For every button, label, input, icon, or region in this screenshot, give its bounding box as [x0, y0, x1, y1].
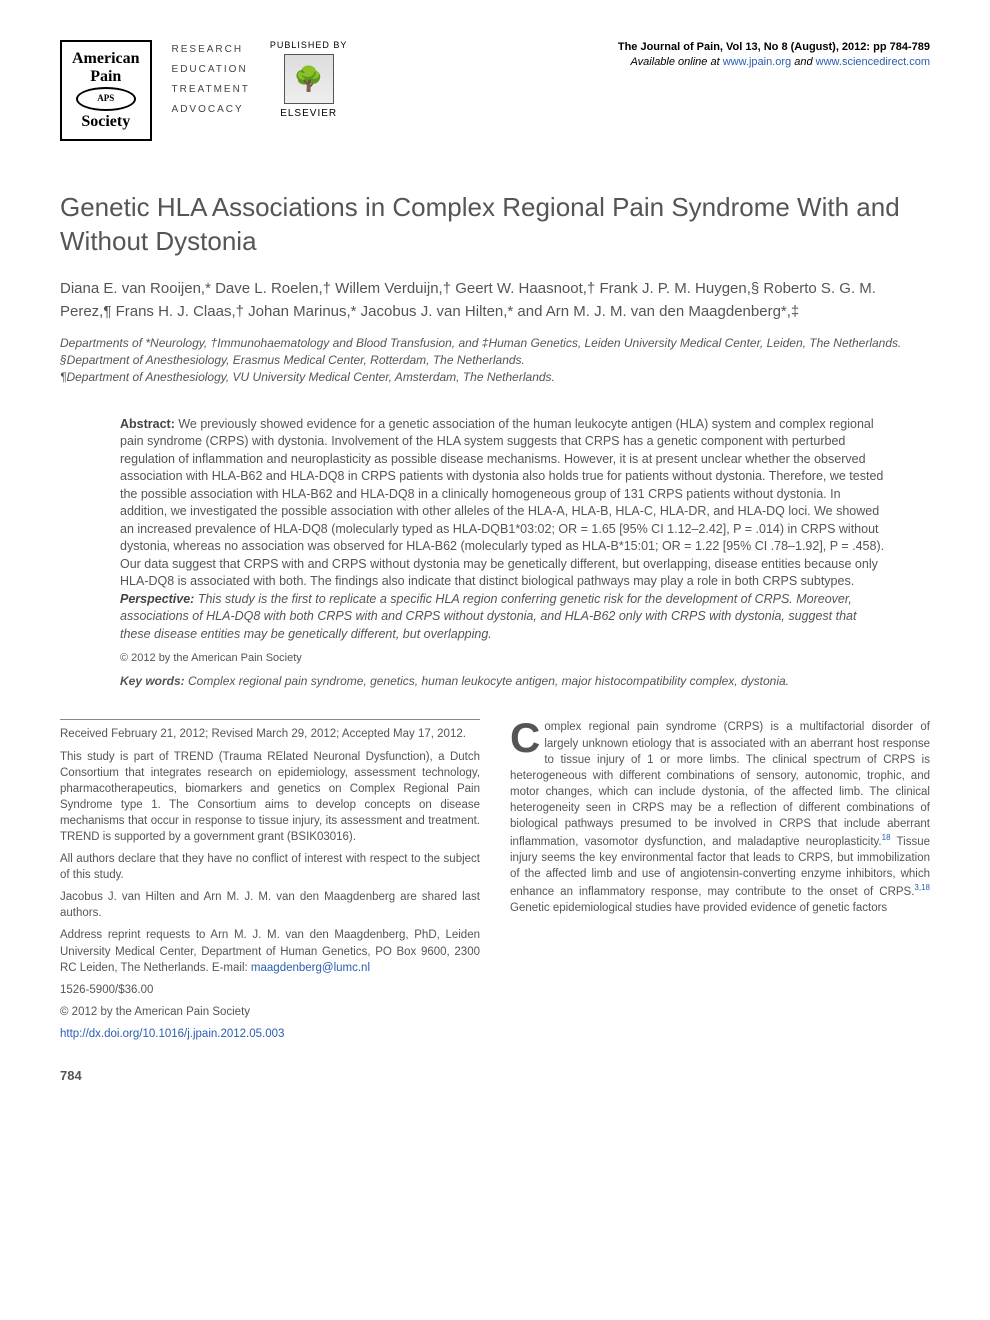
footnote-shared-authors: Jacobus J. van Hilten and Arn M. J. M. v… [60, 889, 480, 921]
intro-text-3: Genetic epidemiological studies have pro… [510, 902, 887, 914]
jpain-link[interactable]: www.jpain.org [723, 56, 791, 68]
published-by-label: PUBLISHED BY [270, 40, 348, 50]
abstract-text: We previously showed evidence for a gene… [120, 417, 884, 589]
right-column-body: Complex regional pain syndrome (CRPS) is… [510, 719, 930, 1048]
available-prefix: Available online at [631, 56, 723, 68]
reprint-email-link[interactable]: maagdenberg@lumc.nl [251, 962, 370, 974]
abstract-copyright: © 2012 by the American Pain Society [120, 651, 890, 666]
affiliation: Departments of *Neurology, †Immunohaemat… [60, 335, 930, 352]
affiliation: ¶Department of Anesthesiology, VU Univer… [60, 369, 930, 386]
footnote-doi: http://dx.doi.org/10.1016/j.jpain.2012.0… [60, 1026, 480, 1042]
footnote-copyright: © 2012 by the American Pain Society [60, 1004, 480, 1020]
citation-ref[interactable]: 18 [882, 833, 891, 842]
keywords-label: Key words: [120, 674, 188, 688]
reta-list: RESEARCH EDUCATION TREATMENT ADVOCACY [172, 40, 250, 120]
journal-reference: The Journal of Pain, Vol 13, No 8 (Augus… [618, 40, 930, 71]
affiliations: Departments of *Neurology, †Immunohaemat… [60, 335, 930, 385]
reta-item: EDUCATION [172, 60, 250, 80]
perspective-text: This study is the first to replicate a s… [120, 592, 856, 641]
article-title: Genetic HLA Associations in Complex Regi… [60, 191, 930, 259]
abstract-label: Abstract: [120, 417, 178, 431]
citation-ref[interactable]: 3,18 [914, 883, 930, 892]
journal-citation: The Journal of Pain, Vol 13, No 8 (Augus… [618, 41, 930, 53]
keywords-text: Complex regional pain syndrome, genetics… [188, 674, 789, 688]
header-left-group: American Pain APS Society RESEARCH EDUCA… [60, 40, 347, 141]
footnote-received: Received February 21, 2012; Revised Marc… [60, 726, 480, 742]
available-mid: and [794, 56, 815, 68]
affiliation: §Department of Anesthesiology, Erasmus M… [60, 352, 930, 369]
footnote-trend: This study is part of TREND (Trauma REla… [60, 749, 480, 846]
reta-item: RESEARCH [172, 40, 250, 60]
logo-line-1: American [72, 50, 140, 68]
abstract-para: Abstract: We previously showed evidence … [120, 416, 890, 591]
doi-link[interactable]: http://dx.doi.org/10.1016/j.jpain.2012.0… [60, 1028, 284, 1040]
logo-oval: APS [76, 87, 136, 111]
logo-line-3: Society [72, 113, 140, 131]
footnote-conflict: All authors declare that they have no co… [60, 851, 480, 883]
reta-item: ADVOCACY [172, 100, 250, 120]
footnote-reprint: Address reprint requests to Arn M. J. M.… [60, 927, 480, 975]
dropcap: C [510, 719, 544, 757]
keywords-line: Key words: Complex regional pain syndrom… [120, 673, 890, 690]
perspective-para: Perspective: This study is the first to … [120, 591, 890, 644]
footnote-issn: 1526-5900/$36.00 [60, 982, 480, 998]
publisher-block: PUBLISHED BY 🌳 ELSEVIER [270, 40, 348, 119]
abstract-block: Abstract: We previously showed evidence … [120, 416, 890, 690]
elsevier-tree-icon: 🌳 [284, 54, 334, 104]
aps-logo: American Pain APS Society [60, 40, 152, 141]
sciencedirect-link[interactable]: www.sciencedirect.com [816, 56, 930, 68]
body-columns: Received February 21, 2012; Revised Marc… [60, 719, 930, 1048]
page-header: American Pain APS Society RESEARCH EDUCA… [60, 40, 930, 161]
author-list: Diana E. van Rooijen,* Dave L. Roelen,† … [60, 278, 930, 323]
elsevier-label: ELSEVIER [270, 108, 348, 119]
logo-line-2: Pain [72, 68, 140, 86]
intro-paragraph: Complex regional pain syndrome (CRPS) is… [510, 719, 930, 916]
reta-item: TREATMENT [172, 80, 250, 100]
intro-text-1: omplex regional pain syndrome (CRPS) is … [510, 721, 930, 847]
perspective-label: Perspective: [120, 592, 198, 606]
page-number: 784 [60, 1068, 930, 1083]
left-column-footnotes: Received February 21, 2012; Revised Marc… [60, 719, 480, 1048]
